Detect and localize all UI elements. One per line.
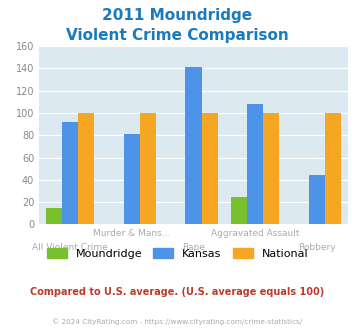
Bar [202,113,218,224]
Text: © 2024 CityRating.com - https://www.cityrating.com/crime-statistics/: © 2024 CityRating.com - https://www.city… [53,318,302,325]
Text: All Violent Crime: All Violent Crime [32,243,108,251]
Bar [46,208,62,224]
Legend: Moundridge, Kansas, National: Moundridge, Kansas, National [42,244,313,263]
Bar [247,104,263,224]
Bar [325,113,341,224]
Text: Compared to U.S. average. (U.S. average equals 100): Compared to U.S. average. (U.S. average … [31,287,324,297]
Bar [124,134,140,224]
Text: Aggravated Assault: Aggravated Assault [211,229,300,238]
Bar [185,67,202,224]
Bar [78,113,94,224]
Bar [140,113,156,224]
Bar [309,176,325,224]
Bar [62,122,78,224]
Text: Murder & Mans...: Murder & Mans... [93,229,170,238]
Text: Rape: Rape [182,243,205,251]
Bar [263,113,279,224]
Text: 2011 Moundridge: 2011 Moundridge [103,8,252,23]
Text: Violent Crime Comparison: Violent Crime Comparison [66,28,289,43]
Text: Robbery: Robbery [298,243,336,251]
Bar [231,197,247,224]
